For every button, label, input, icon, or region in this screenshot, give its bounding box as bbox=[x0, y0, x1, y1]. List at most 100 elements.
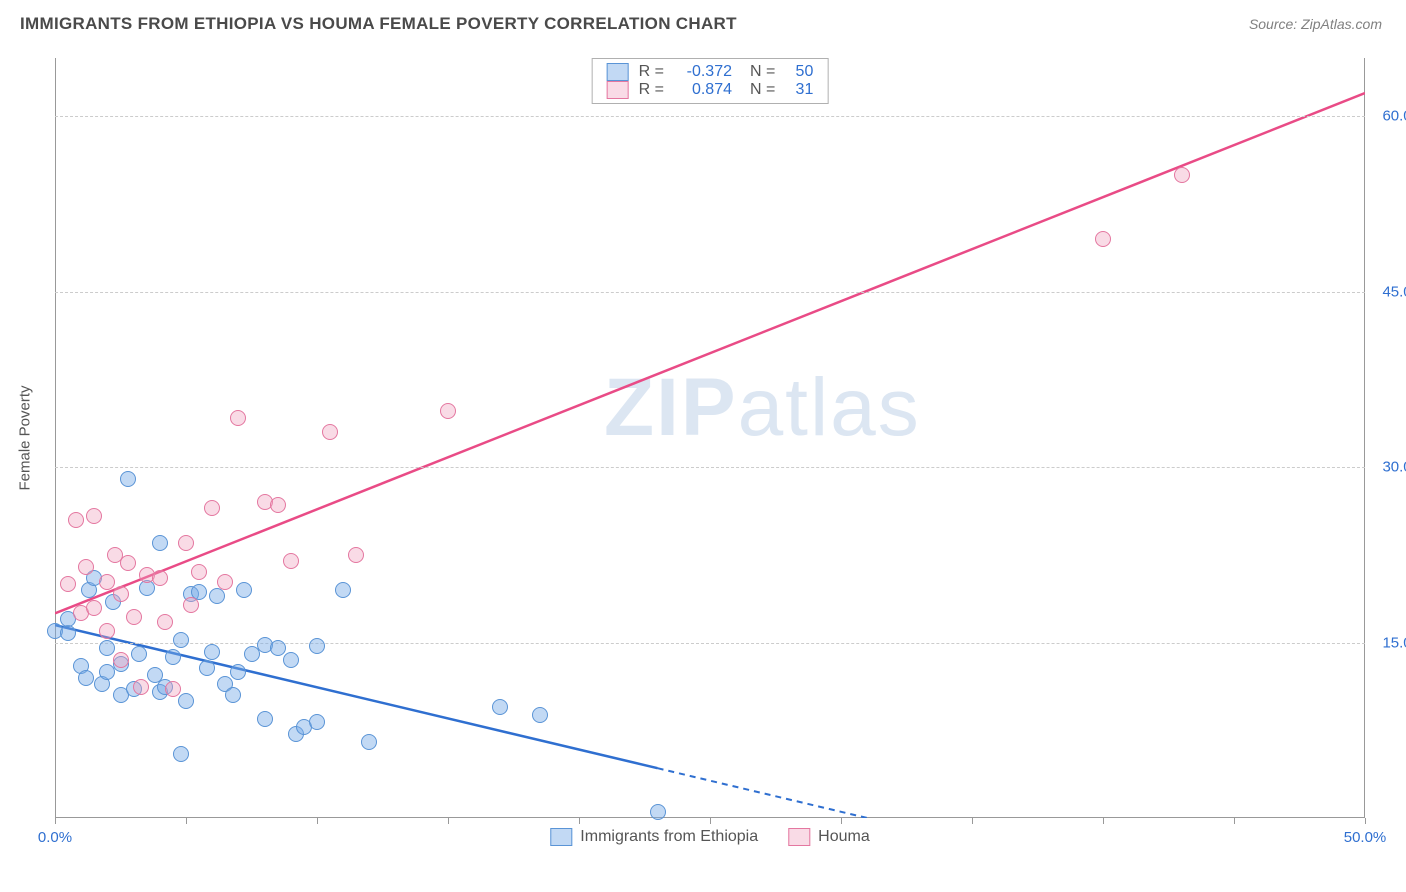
source-credit: Source: ZipAtlas.com bbox=[1249, 16, 1382, 32]
data-point-ethiopia bbox=[178, 693, 194, 709]
data-point-houma bbox=[270, 497, 286, 513]
x-tick-mark bbox=[448, 818, 449, 824]
watermark-atlas: atlas bbox=[738, 362, 921, 453]
chart-title: IMMIGRANTS FROM ETHIOPIA VS HOUMA FEMALE… bbox=[20, 14, 737, 34]
data-point-ethiopia bbox=[650, 804, 666, 820]
x-tick-label: 50.0% bbox=[1344, 829, 1387, 846]
legend-swatch-houma bbox=[788, 828, 810, 846]
data-point-ethiopia bbox=[230, 664, 246, 680]
r-label: R = bbox=[639, 81, 664, 99]
gridline bbox=[55, 643, 1365, 644]
y-tick-label: 60.0% bbox=[1382, 108, 1406, 125]
data-point-houma bbox=[68, 512, 84, 528]
x-tick-mark bbox=[1103, 818, 1104, 824]
data-point-ethiopia bbox=[120, 471, 136, 487]
source-name: ZipAtlas.com bbox=[1301, 16, 1382, 32]
data-point-ethiopia bbox=[173, 632, 189, 648]
data-point-houma bbox=[78, 559, 94, 575]
data-point-houma bbox=[99, 623, 115, 639]
x-tick-mark bbox=[972, 818, 973, 824]
legend: Immigrants from Ethiopia Houma bbox=[550, 828, 869, 846]
data-point-ethiopia bbox=[152, 535, 168, 551]
data-point-ethiopia bbox=[78, 670, 94, 686]
data-point-ethiopia bbox=[309, 714, 325, 730]
x-tick-mark bbox=[1365, 818, 1366, 824]
data-point-ethiopia bbox=[225, 687, 241, 703]
x-tick-mark bbox=[710, 818, 711, 824]
data-point-ethiopia bbox=[492, 699, 508, 715]
x-tick-mark bbox=[186, 818, 187, 824]
n-value: 31 bbox=[785, 81, 813, 99]
data-point-ethiopia bbox=[199, 660, 215, 676]
data-point-houma bbox=[322, 424, 338, 440]
data-point-houma bbox=[204, 500, 220, 516]
data-point-houma bbox=[217, 574, 233, 590]
gridline bbox=[55, 292, 1365, 293]
header: IMMIGRANTS FROM ETHIOPIA VS HOUMA FEMALE… bbox=[0, 0, 1406, 42]
legend-item-ethiopia: Immigrants from Ethiopia bbox=[550, 828, 758, 846]
data-point-houma bbox=[152, 570, 168, 586]
data-point-houma bbox=[99, 574, 115, 590]
data-point-ethiopia bbox=[270, 640, 286, 656]
plot-region: ZIPatlas 15.0%30.0%45.0%60.0%0.0%50.0% bbox=[55, 58, 1365, 818]
data-point-houma bbox=[1174, 167, 1190, 183]
data-point-houma bbox=[60, 576, 76, 592]
y-axis-line bbox=[55, 58, 56, 818]
watermark-zip: ZIP bbox=[604, 362, 738, 453]
data-point-houma bbox=[1095, 231, 1111, 247]
y-axis-right-line bbox=[1364, 58, 1365, 818]
stats-row-ethiopia: R =-0.372N =50 bbox=[607, 63, 814, 81]
data-point-ethiopia bbox=[361, 734, 377, 750]
data-point-houma bbox=[120, 555, 136, 571]
gridline bbox=[55, 467, 1365, 468]
data-point-houma bbox=[440, 403, 456, 419]
y-tick-label: 30.0% bbox=[1382, 459, 1406, 476]
gridline bbox=[55, 116, 1365, 117]
data-point-houma bbox=[133, 679, 149, 695]
x-tick-label: 0.0% bbox=[38, 829, 72, 846]
data-point-ethiopia bbox=[173, 746, 189, 762]
r-value: 0.874 bbox=[674, 81, 732, 99]
data-point-ethiopia bbox=[532, 707, 548, 723]
n-label: N = bbox=[750, 63, 775, 81]
data-point-houma bbox=[113, 652, 129, 668]
legend-label: Immigrants from Ethiopia bbox=[580, 828, 758, 846]
watermark: ZIPatlas bbox=[604, 361, 921, 455]
data-point-houma bbox=[230, 410, 246, 426]
data-point-ethiopia bbox=[335, 582, 351, 598]
data-point-ethiopia bbox=[283, 652, 299, 668]
data-point-ethiopia bbox=[60, 625, 76, 641]
x-tick-mark bbox=[1234, 818, 1235, 824]
regression-lines bbox=[55, 58, 1365, 818]
x-tick-mark bbox=[841, 818, 842, 824]
y-tick-label: 15.0% bbox=[1382, 634, 1406, 651]
legend-swatch-ethiopia bbox=[550, 828, 572, 846]
data-point-houma bbox=[157, 614, 173, 630]
r-label: R = bbox=[639, 63, 664, 81]
swatch-houma bbox=[607, 81, 629, 99]
data-point-ethiopia bbox=[131, 646, 147, 662]
r-value: -0.372 bbox=[674, 63, 732, 81]
data-point-ethiopia bbox=[165, 649, 181, 665]
data-point-houma bbox=[86, 600, 102, 616]
source-prefix: Source: bbox=[1249, 16, 1301, 32]
data-point-ethiopia bbox=[309, 638, 325, 654]
stats-row-houma: R = 0.874 N = 31 bbox=[607, 81, 814, 99]
x-tick-mark bbox=[55, 818, 56, 824]
legend-label: Houma bbox=[818, 828, 870, 846]
data-point-houma bbox=[86, 508, 102, 524]
data-point-houma bbox=[113, 586, 129, 602]
n-label: N = bbox=[750, 81, 775, 99]
x-tick-mark bbox=[317, 818, 318, 824]
data-point-houma bbox=[283, 553, 299, 569]
swatch-ethiopia bbox=[607, 63, 629, 81]
data-point-houma bbox=[183, 597, 199, 613]
data-point-ethiopia bbox=[236, 582, 252, 598]
y-axis-label: Female Poverty bbox=[17, 385, 34, 490]
chart-area: Female Poverty ZIPatlas 15.0%30.0%45.0%6… bbox=[55, 58, 1365, 818]
stats-box: R =-0.372N =50R =0.874N =31 bbox=[592, 58, 829, 104]
data-point-ethiopia bbox=[257, 711, 273, 727]
legend-item-houma: Houma bbox=[788, 828, 870, 846]
x-tick-mark bbox=[579, 818, 580, 824]
data-point-houma bbox=[191, 564, 207, 580]
